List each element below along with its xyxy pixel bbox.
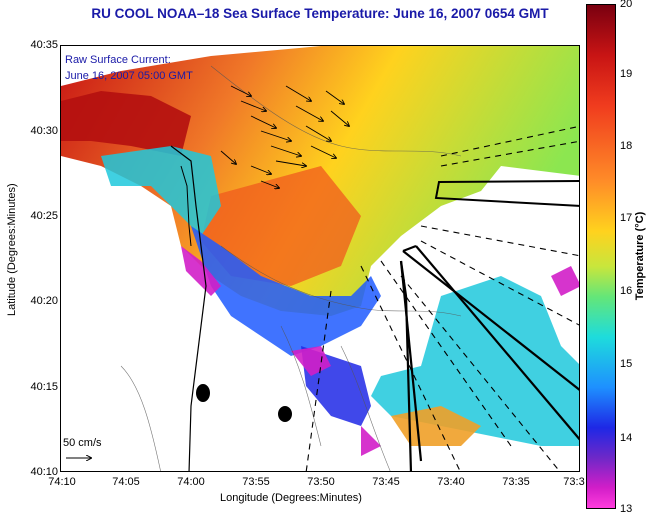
barrier-spit <box>180 165 192 247</box>
x-tick: 73:45 <box>372 476 400 488</box>
y-tick: 40:20 <box>30 295 58 307</box>
station-marker <box>278 406 292 422</box>
shipping-lanes <box>305 125 579 471</box>
cold-band-west <box>191 226 381 356</box>
current-vectors <box>220 85 349 188</box>
colorbar-tick: 16 <box>620 285 633 297</box>
x-axis-label: Longitude (Degrees:Minutes) <box>220 492 362 504</box>
scale-label: 50 cm/s <box>63 437 102 449</box>
colorbar-tick: 13 <box>620 503 633 515</box>
current-label-time: June 16, 2007 05:00 GMT <box>65 70 193 82</box>
cold-band-north <box>101 146 221 236</box>
x-tick: 73:40 <box>437 476 465 488</box>
sst-map-graphic <box>61 46 579 471</box>
colorbar-tick: 18 <box>620 140 633 152</box>
current-label-title: Raw Surface Current: <box>65 54 171 66</box>
sst-map <box>60 45 580 472</box>
y-tick: 40:15 <box>30 381 58 393</box>
bathymetry-contours <box>120 65 462 471</box>
colorbar-tick: 19 <box>620 68 633 80</box>
colorbar-label: Temperature (°C) <box>634 211 646 301</box>
hot-core <box>61 91 191 156</box>
y-tick: 40:10 <box>30 466 58 478</box>
coastline <box>170 145 207 471</box>
x-tick: 74:10 <box>48 476 76 488</box>
cold-band-east <box>371 276 579 446</box>
colorbar-tick: 15 <box>620 358 633 370</box>
x-tick: 74:05 <box>112 476 140 488</box>
map-title: RU COOL NOAA–18 Sea Surface Temperature:… <box>91 6 549 21</box>
temperature-colorbar <box>586 4 616 509</box>
x-tick: 74:00 <box>177 476 205 488</box>
colorbar-tick: 17 <box>620 212 633 224</box>
warm-patch-southeast <box>391 406 481 446</box>
orange-plume <box>201 166 361 286</box>
y-axis-label: Latitude (Degrees:Minutes) <box>6 183 18 316</box>
colorbar-tick: 20 <box>620 0 633 10</box>
x-tick: 73:3 <box>563 476 585 488</box>
x-tick: 73:55 <box>242 476 270 488</box>
colorbar-tick: 14 <box>620 432 633 444</box>
y-tick: 40:25 <box>30 210 58 222</box>
y-tick: 40:30 <box>30 125 58 137</box>
station-marker <box>196 384 210 402</box>
y-tick: 40:35 <box>30 39 58 51</box>
x-tick: 73:35 <box>502 476 530 488</box>
x-tick: 73:50 <box>307 476 335 488</box>
